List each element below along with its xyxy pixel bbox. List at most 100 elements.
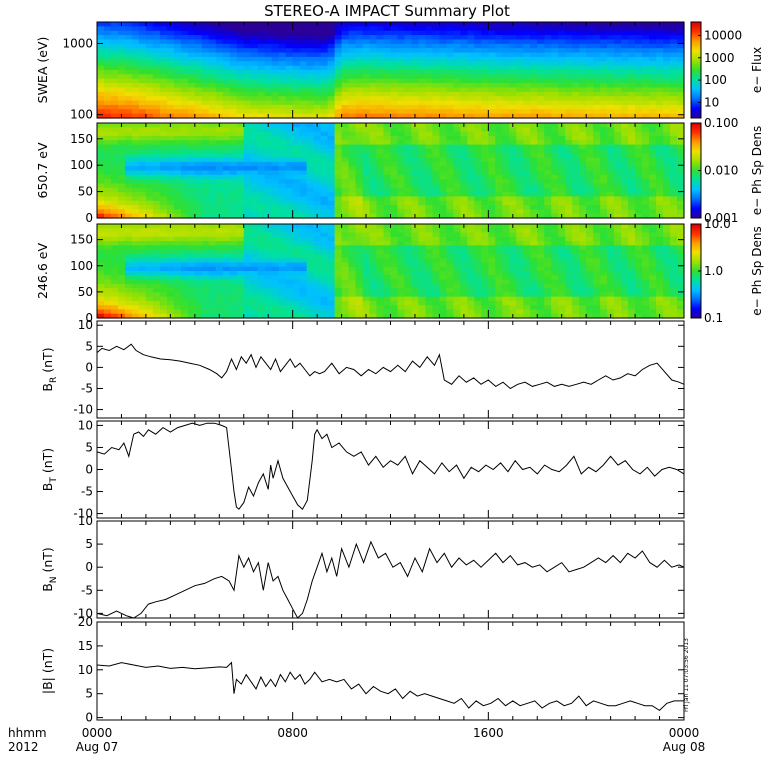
- pad_246-cell: [272, 301, 280, 306]
- pad_650-cell: [335, 140, 343, 145]
- pad_246-cell: [230, 245, 238, 250]
- pad_650-cell: [446, 183, 454, 188]
- swea-cell: [307, 66, 315, 71]
- pad_650-cell: [377, 166, 385, 171]
- swea-cell: [307, 92, 315, 97]
- pad_246-cell: [384, 275, 392, 280]
- swea-cell: [118, 105, 126, 110]
- swea-cell: [628, 57, 636, 62]
- pad_246-cell: [418, 224, 426, 229]
- pad_650-cell: [516, 171, 524, 176]
- pad_650-cell: [153, 153, 161, 158]
- pad_650-cell: [656, 175, 664, 180]
- pad_650-cell: [453, 123, 461, 128]
- swea-cell: [495, 31, 503, 36]
- swea-cell: [397, 83, 405, 88]
- swea-cell: [649, 53, 657, 58]
- pad_650-cell: [516, 175, 524, 180]
- pad_246-cell: [202, 241, 210, 246]
- swea-cell: [307, 105, 315, 110]
- swea-cell: [558, 61, 566, 66]
- pad_246-cell: [209, 237, 217, 242]
- pad_246-cell: [349, 271, 357, 276]
- pad_650-cell: [181, 145, 189, 150]
- pad_650-cell: [314, 158, 322, 163]
- pad_650-cell: [139, 127, 147, 132]
- pad_650-cell: [160, 205, 168, 210]
- swea-cell: [474, 70, 482, 75]
- swea-cell: [335, 109, 343, 114]
- pad_246-cell: [153, 267, 161, 272]
- swea-cell: [572, 96, 580, 101]
- pad_650-cell: [621, 166, 629, 171]
- pad_246-cell: [279, 292, 287, 297]
- swea-cell: [111, 22, 119, 27]
- pad_246-cell: [377, 262, 385, 267]
- pad_650-cell: [300, 188, 308, 193]
- pad_650-cell: [607, 188, 615, 193]
- pad_246-cell: [363, 250, 371, 255]
- pad_650-cell: [460, 132, 468, 137]
- pad_650-cell: [600, 201, 608, 206]
- pad_246-cell: [181, 271, 189, 276]
- swea-cell: [467, 66, 475, 71]
- pad_246-cell: [397, 233, 405, 238]
- pad_650-cell: [635, 188, 643, 193]
- pad_650-cell: [153, 209, 161, 214]
- pad_650-cell: [321, 145, 329, 150]
- swea-cell: [391, 74, 399, 79]
- swea-cell: [391, 53, 399, 58]
- pad_650-cell: [558, 140, 566, 145]
- pad_246-cell: [335, 292, 343, 297]
- pad_650-cell: [181, 149, 189, 154]
- pad_246-cell: [188, 245, 196, 250]
- swea-cell: [181, 35, 189, 40]
- pad_246-cell: [397, 245, 405, 250]
- pad_246-cell: [216, 237, 224, 242]
- swea-cell: [600, 70, 608, 75]
- swea-cell: [551, 35, 559, 40]
- pad_650-cell: [530, 149, 538, 154]
- pad_246-cell: [111, 288, 119, 293]
- swea-cell: [279, 83, 287, 88]
- pad_650-cell: [279, 127, 287, 132]
- swea-cell: [279, 96, 287, 101]
- pad_246-cell: [279, 228, 287, 233]
- swea-cell: [321, 70, 329, 75]
- pad_650-cell: [195, 158, 203, 163]
- pad_650-cell: [411, 179, 419, 184]
- swea-cell: [279, 105, 287, 110]
- pad_650-cell: [384, 192, 392, 197]
- pad_246-cell: [453, 267, 461, 272]
- swea-cell: [167, 57, 175, 62]
- swea-cell: [600, 83, 608, 88]
- pad_650-cell: [586, 145, 594, 150]
- pad_650-cell: [411, 209, 419, 214]
- pad_650-cell: [411, 171, 419, 176]
- swea-cell: [174, 44, 182, 49]
- swea-cell: [509, 96, 517, 101]
- pad_246-cell: [251, 224, 259, 229]
- pad_246-cell: [146, 254, 154, 259]
- pad_650-cell: [125, 132, 133, 137]
- swea-cell: [321, 109, 329, 114]
- pad_246-cell: [300, 292, 308, 297]
- pad_650-cell: [551, 136, 559, 141]
- pad_246-cell: [279, 301, 287, 306]
- swea-cell: [279, 31, 287, 36]
- swea-cell: [272, 53, 280, 58]
- pad_650-cell: [265, 192, 273, 197]
- pad_650-cell: [586, 140, 594, 145]
- swea-cell: [328, 83, 336, 88]
- swea-cell: [411, 48, 419, 53]
- pad_650-cell: [230, 192, 238, 197]
- pad_650-cell: [258, 166, 266, 171]
- swea-cell: [600, 31, 608, 36]
- swea-cell: [209, 70, 217, 75]
- pad_246-cell: [300, 275, 308, 280]
- swea-cell: [411, 39, 419, 44]
- swea-cell: [391, 66, 399, 71]
- pad_246-cell: [251, 267, 259, 272]
- pad_246-cell: [174, 297, 182, 302]
- pad_246-cell: [97, 280, 105, 285]
